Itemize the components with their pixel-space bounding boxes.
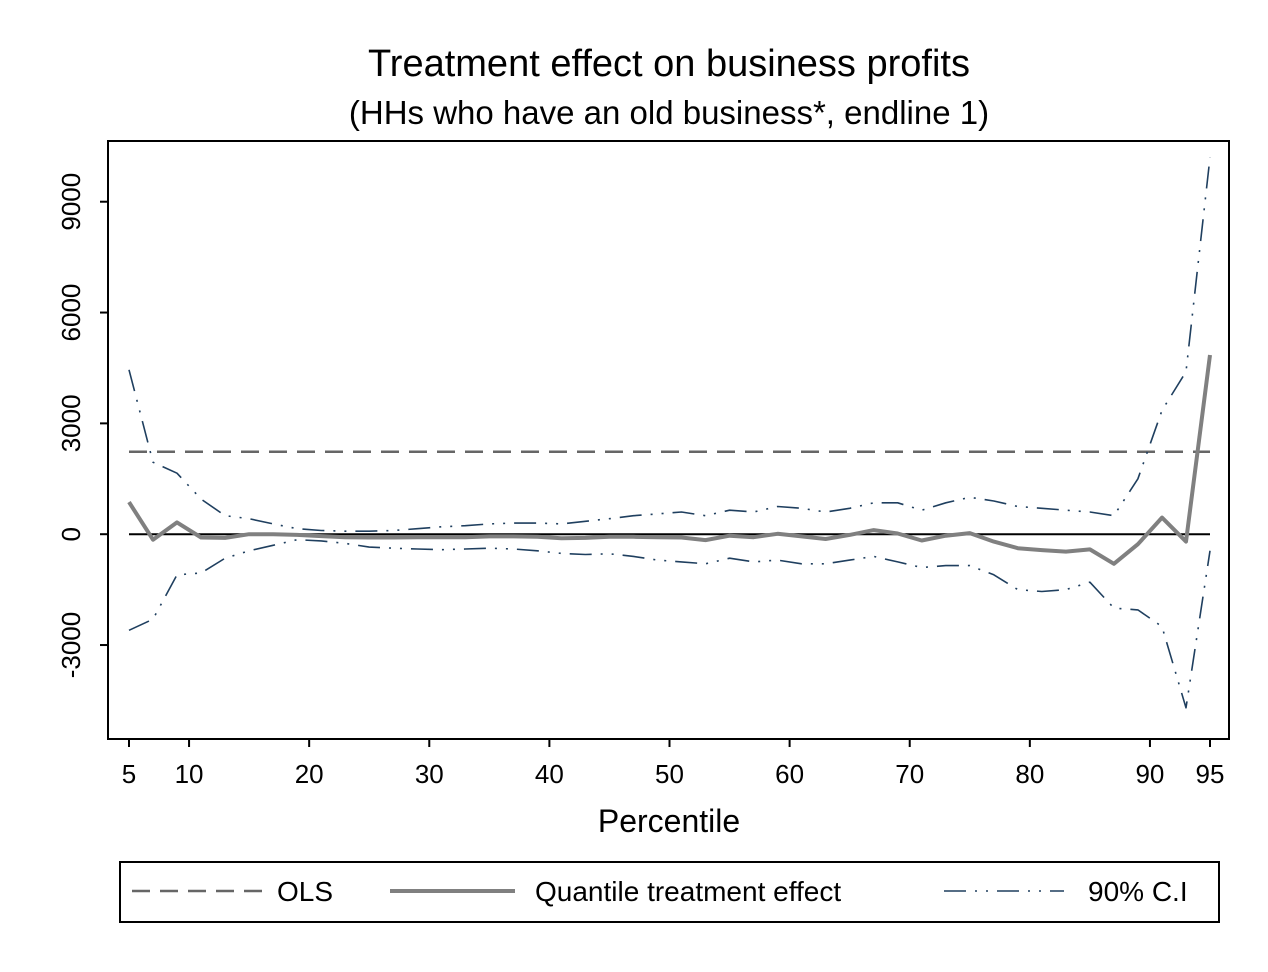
x-tick-label: 60 [775, 759, 804, 789]
plot-frame [107, 140, 1230, 740]
x-tick-label: 70 [895, 759, 924, 789]
legend-quantile-effect-label: Quantile treatment effect [535, 876, 841, 907]
x-tick-label: 80 [1015, 759, 1044, 789]
x-tick-label: 20 [295, 759, 324, 789]
ci-lower-line [128, 538, 1211, 709]
x-axis: 5 10 20 30 40 50 60 70 80 90 95 [122, 739, 1225, 789]
y-tick-label: 6000 [56, 284, 86, 342]
x-axis-label: Percentile [598, 803, 740, 839]
x-tick-label: 90 [1135, 759, 1164, 789]
chart-title: Treatment effect on business profits [368, 43, 970, 85]
chart-subtitle: (HHs who have an old business*, endline … [349, 94, 989, 131]
x-tick-label: 30 [415, 759, 444, 789]
x-tick-label: 5 [122, 759, 136, 789]
legend-ols-label: OLS [277, 876, 333, 907]
x-tick-label: 10 [175, 759, 204, 789]
ci-upper-line [128, 157, 1211, 533]
y-axis: -3000 0 3000 6000 9000 [56, 173, 108, 678]
x-tick-label: 50 [655, 759, 684, 789]
legend: OLS Quantile treatment effect 90% C.I [132, 876, 1188, 907]
quantile-effect-line [127, 354, 1212, 566]
y-tick-label: 9000 [56, 173, 86, 231]
y-tick-label: -3000 [56, 612, 86, 679]
plot-lines [127, 157, 1212, 709]
legend-box [119, 861, 1220, 923]
y-tick-label: 3000 [56, 394, 86, 452]
x-tick-label: 40 [535, 759, 564, 789]
y-tick-label: 0 [56, 527, 86, 541]
legend-ci-label: 90% C.I [1088, 876, 1188, 907]
x-tick-label: 95 [1196, 759, 1225, 789]
